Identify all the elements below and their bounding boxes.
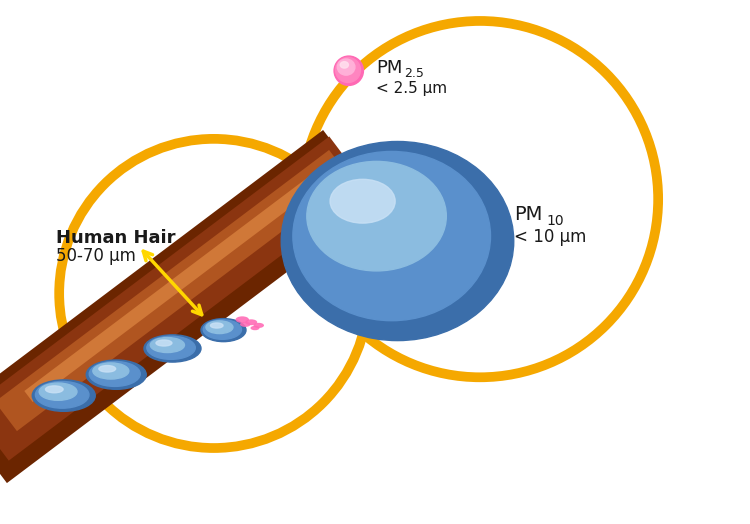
- Ellipse shape: [292, 151, 490, 321]
- Ellipse shape: [144, 335, 201, 362]
- Polygon shape: [0, 136, 369, 461]
- Ellipse shape: [201, 319, 246, 342]
- Text: Human Hair: Human Hair: [56, 230, 176, 247]
- Text: < 10 μm: < 10 μm: [514, 228, 586, 246]
- Ellipse shape: [156, 340, 172, 346]
- Ellipse shape: [39, 383, 77, 400]
- Text: PM: PM: [376, 59, 403, 77]
- Ellipse shape: [330, 179, 395, 223]
- Ellipse shape: [281, 141, 514, 341]
- Ellipse shape: [302, 21, 658, 377]
- Text: 2.5: 2.5: [404, 67, 424, 80]
- Text: 10: 10: [547, 214, 564, 228]
- Ellipse shape: [93, 363, 129, 379]
- Ellipse shape: [89, 362, 140, 386]
- Ellipse shape: [59, 139, 368, 448]
- Ellipse shape: [334, 56, 364, 85]
- Ellipse shape: [206, 321, 233, 334]
- Text: PM: PM: [514, 205, 542, 224]
- Ellipse shape: [211, 323, 223, 328]
- Polygon shape: [0, 130, 378, 483]
- Ellipse shape: [46, 386, 63, 393]
- Ellipse shape: [99, 366, 116, 372]
- Ellipse shape: [35, 381, 89, 408]
- Ellipse shape: [338, 59, 355, 75]
- Ellipse shape: [340, 62, 349, 68]
- Ellipse shape: [150, 337, 184, 353]
- Ellipse shape: [240, 322, 250, 327]
- Ellipse shape: [254, 323, 264, 328]
- Ellipse shape: [245, 319, 257, 325]
- Polygon shape: [0, 150, 351, 431]
- Ellipse shape: [32, 380, 95, 411]
- Text: < 2.5 μm: < 2.5 μm: [376, 81, 448, 95]
- Polygon shape: [24, 167, 330, 402]
- Ellipse shape: [86, 360, 146, 389]
- Text: 50-70 μm: 50-70 μm: [56, 247, 136, 266]
- Ellipse shape: [147, 336, 195, 359]
- Ellipse shape: [203, 320, 242, 340]
- Ellipse shape: [236, 316, 249, 323]
- Ellipse shape: [335, 58, 361, 82]
- Ellipse shape: [251, 326, 260, 330]
- Ellipse shape: [307, 161, 446, 271]
